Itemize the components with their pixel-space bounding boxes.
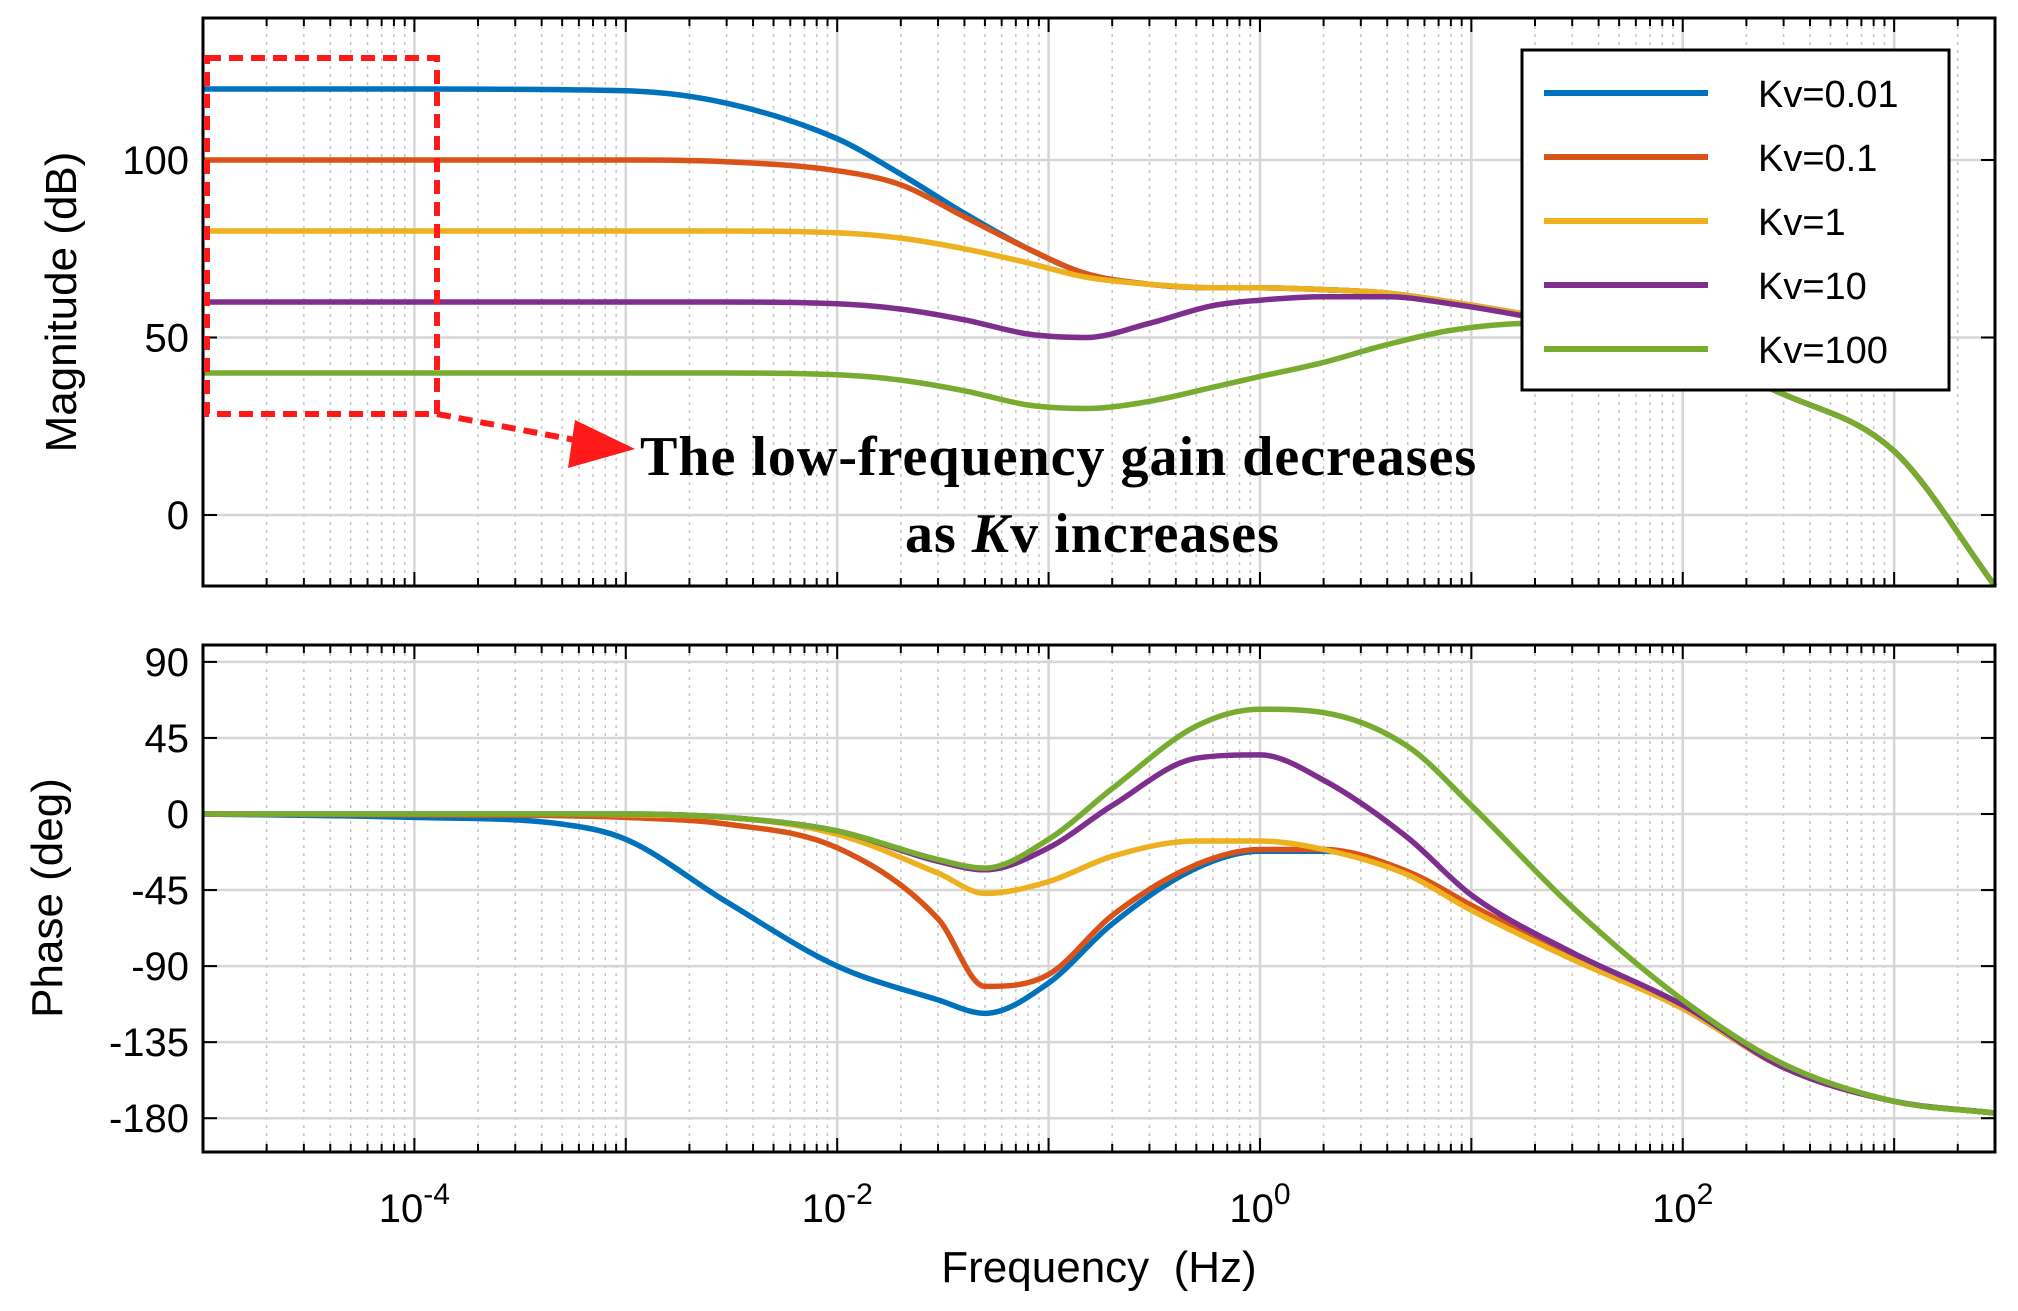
low-frequency-highlight-box (204, 55, 440, 417)
x-tick-label: 10-4 (379, 1178, 450, 1231)
phase-x-ticks: 10-4 10-2 100 102 (379, 1178, 1714, 1231)
phase-plot-background (203, 645, 1995, 1152)
annotation-arrow-head (568, 420, 635, 468)
annotation-line-2: as Kv increases (905, 503, 1280, 565)
phase-y-tick-label: 45 (145, 717, 190, 761)
phase-series (202, 706, 1996, 1116)
phase-series-kv100 (202, 706, 1996, 1116)
x-tick-base: 10 (379, 1187, 424, 1231)
mag-y-tick-label: 100 (122, 139, 189, 183)
magnitude-panel: 0 50 100 Magnitude (dB) The low-frequency … (37, 16, 1998, 588)
annotation-line-2-italic: K (971, 503, 1013, 565)
x-tick-base: 10 (802, 1187, 847, 1231)
phase-y-tick-label: -180 (109, 1097, 189, 1141)
legend: Kv=0.01 Kv=0.1 Kv=1 Kv=10 Kv=100 (1520, 48, 1951, 392)
phase-y-ticks: -180 -135 -90 -45 0 45 90 (109, 641, 189, 1141)
phase-y-tick-label: -135 (109, 1021, 189, 1065)
legend-label-kv10: Kv=10 (1758, 266, 1867, 308)
legend-label-kv001: Kv=0.01 (1758, 74, 1899, 116)
annotation-arrow-shaft (436, 411, 576, 443)
x-tick-base: 10 (1652, 1187, 1697, 1231)
phase-axes-box (201, 643, 1997, 1154)
x-tick-label: 102 (1652, 1178, 1713, 1231)
x-tick-label: 100 (1229, 1178, 1290, 1231)
x-tick-exponent: 2 (1697, 1178, 1714, 1211)
legend-label-kv100: Kv=100 (1758, 330, 1888, 372)
magnitude-y-axis-label: Magnitude (dB) (37, 152, 86, 453)
x-axis-label: Frequency (Hz) (941, 1243, 1256, 1292)
phase-y-tick-label: 0 (167, 793, 189, 837)
x-tick-label: 10-2 (802, 1178, 873, 1231)
magnitude-y-ticks: 0 50 100 (122, 139, 189, 538)
phase-y-tick-label: 90 (145, 641, 190, 685)
x-tick-exponent: 0 (1274, 1178, 1291, 1211)
legend-label-kv01: Kv=0.1 (1758, 138, 1877, 180)
legend-box (1520, 48, 1951, 392)
phase-y-tick-label: -45 (131, 869, 189, 913)
phase-y-axis-label: Phase (deg) (23, 778, 72, 1018)
magnitude-axes-box (201, 16, 1997, 588)
annotation-line-1: The low-frequency gain decreases (640, 426, 1477, 488)
legend-label-kv1: Kv=1 (1758, 202, 1846, 244)
annotation-line-2-suffix: v increases (1010, 503, 1280, 565)
annotation-line-2-prefix: as (905, 503, 972, 565)
mag-y-tick-label: 0 (167, 494, 189, 538)
x-tick-base: 10 (1229, 1187, 1274, 1231)
phase-y-tick-label: -90 (131, 945, 189, 989)
x-tick-exponent: -2 (846, 1178, 873, 1211)
x-tick-exponent: -4 (423, 1178, 450, 1211)
mag-y-tick-label: 50 (145, 317, 190, 361)
